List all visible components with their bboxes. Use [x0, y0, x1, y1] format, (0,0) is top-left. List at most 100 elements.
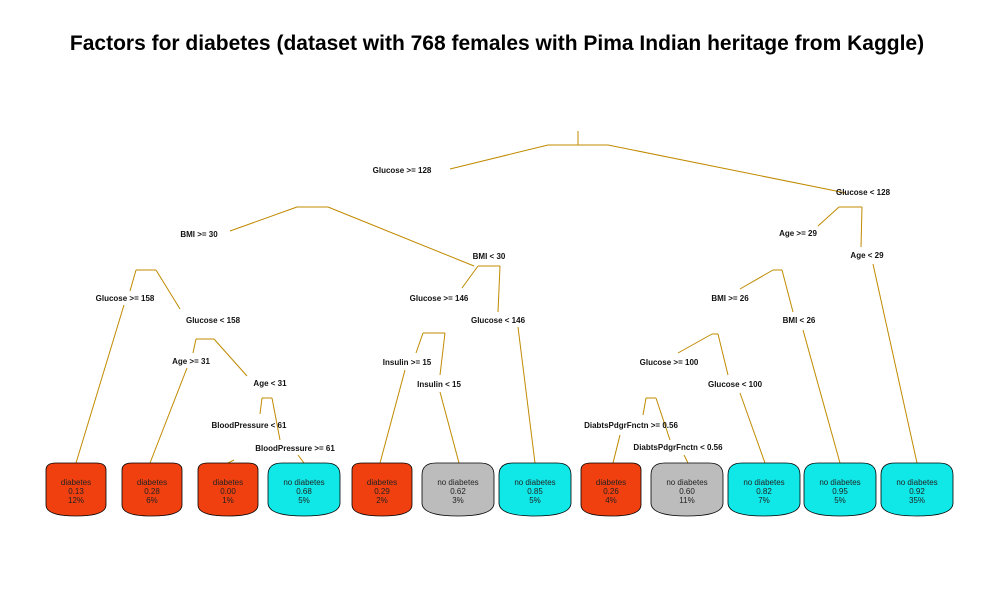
edge-bp-node: [259, 397, 281, 441]
leaf-shape: [498, 462, 572, 517]
split-label: Age >= 29: [779, 229, 817, 238]
leaf-shape: [650, 462, 724, 517]
leaf-class: diabetes: [213, 478, 243, 487]
leaf-class: diabetes: [367, 478, 397, 487]
edge-glucose146-node: [461, 265, 501, 313]
edge-leaf-11: [802, 329, 841, 464]
leaf-class: diabetes: [61, 478, 91, 487]
leaf-node: no diabetes 0.62 3%: [421, 462, 495, 517]
leaf-shape: [580, 462, 642, 517]
leaf-probability: 0.00: [220, 487, 236, 496]
split-label: Age >= 31: [172, 357, 210, 366]
split-label: BloodPressure >= 61: [255, 444, 335, 453]
leaf-probability: 0.13: [68, 487, 84, 496]
edge-leaf-7: [517, 326, 536, 464]
leaf-node: diabetes 0.13 12%: [45, 462, 107, 517]
split-label: Glucose < 158: [186, 316, 241, 325]
leaf-node: no diabetes 0.60 11%: [650, 462, 724, 517]
split-label: Glucose < 128: [836, 188, 891, 197]
edge-leaf-3: [227, 459, 235, 464]
leaf-node: diabetes 0.00 1%: [197, 462, 259, 517]
leaf-probability: 0.82: [756, 487, 772, 496]
leaf-percentage: 35%: [909, 496, 925, 505]
edge-leaf-1: [75, 304, 125, 464]
edge-leaf-8: [612, 434, 621, 464]
leaf-percentage: 6%: [146, 496, 158, 505]
split-label: BMI < 26: [783, 316, 816, 325]
leaf-class: no diabetes: [514, 478, 555, 487]
leaf-class: no diabetes: [896, 478, 937, 487]
tree-edges: [75, 131, 918, 464]
leaf-node: no diabetes 0.82 7%: [727, 462, 801, 517]
leaf-shape: [421, 462, 495, 517]
split-label: Age < 31: [253, 379, 287, 388]
split-label: Insulin >= 15: [383, 358, 432, 367]
leaf-shape: [880, 462, 954, 517]
split-label: DiabtsPdgrFnctn < 0.56: [633, 443, 723, 452]
split-label: BloodPressure < 61: [212, 421, 287, 430]
edge-insulin-node: [415, 332, 446, 376]
leaf-percentage: 4%: [605, 496, 617, 505]
leaf-percentage: 2%: [376, 496, 388, 505]
leaf-class: diabetes: [137, 478, 167, 487]
split-label: BMI >= 26: [711, 294, 749, 303]
edge-leaf-6: [439, 391, 460, 464]
leaf-class: no diabetes: [283, 478, 324, 487]
leaf-class: no diabetes: [743, 478, 784, 487]
leaf-probability: 0.68: [296, 487, 312, 496]
split-label: Insulin < 15: [417, 380, 461, 389]
leaf-percentage: 1%: [222, 496, 234, 505]
edge-age29-node: [817, 206, 863, 248]
edge-bmi-node: [229, 206, 475, 267]
split-label: Glucose < 100: [708, 380, 763, 389]
leaf-node: diabetes 0.29 2%: [351, 462, 413, 517]
edge-leaf-5: [379, 369, 406, 464]
leaf-shape: [45, 462, 107, 517]
leaf-probability: 0.28: [144, 487, 160, 496]
edge-leaf-9: [683, 454, 689, 464]
leaf-node: no diabetes 0.85 5%: [498, 462, 572, 517]
edge-age31-node: [192, 338, 248, 377]
leaf-class: no diabetes: [666, 478, 707, 487]
leaf-node: no diabetes 0.95 5%: [803, 462, 877, 517]
leaf-probability: 0.85: [527, 487, 543, 496]
leaf-probability: 0.62: [450, 487, 466, 496]
leaf-shape: [351, 462, 413, 517]
split-labels: Glucose >= 128 Glucose < 128 BMI >= 30 B…: [96, 166, 891, 453]
split-label: Glucose >= 100: [640, 358, 699, 367]
edge-bmi26-node: [739, 269, 794, 313]
split-label: Glucose >= 146: [410, 294, 469, 303]
edge-glucose100-node: [677, 333, 729, 376]
leaf-percentage: 5%: [298, 496, 310, 505]
leaf-percentage: 11%: [679, 496, 694, 505]
edge-dpf-node: [642, 397, 671, 441]
leaf-shape: [267, 462, 341, 517]
edge-leaf-10: [739, 392, 766, 464]
leaf-probability: 0.95: [832, 487, 848, 496]
leaf-probability: 0.29: [374, 487, 390, 496]
split-label: BMI < 30: [473, 252, 506, 261]
leaf-node: no diabetes 0.92 35%: [880, 462, 954, 517]
edge-leaf-2: [149, 367, 188, 464]
leaf-percentage: 3%: [452, 496, 464, 505]
leaf-node: no diabetes 0.68 5%: [267, 462, 341, 517]
split-label: Glucose >= 158: [96, 294, 155, 303]
leaf-shape: [121, 462, 183, 517]
leaf-shape: [727, 462, 801, 517]
leaf-percentage: 7%: [758, 496, 770, 505]
edge-glucose158-node: [129, 269, 181, 310]
edge-leaf-4: [297, 454, 305, 464]
edge-leaf-12: [872, 263, 918, 464]
leaf-percentage: 12%: [68, 496, 84, 505]
diagram-title: Factors for diabetes (dataset with 768 f…: [70, 32, 924, 55]
leaf-probability: 0.26: [603, 487, 619, 496]
edge-root: [449, 131, 847, 194]
split-label: DiabtsPdgrFnctn >= 0.56: [584, 421, 678, 430]
leaf-shape: [197, 462, 259, 517]
leaf-class: diabetes: [596, 478, 626, 487]
leaf-percentage: 5%: [529, 496, 541, 505]
leaf-class: no diabetes: [819, 478, 860, 487]
leaf-nodes: diabetes 0.13 12% diabetes 0.28 6% diabe…: [45, 462, 954, 517]
leaf-class: no diabetes: [437, 478, 478, 487]
